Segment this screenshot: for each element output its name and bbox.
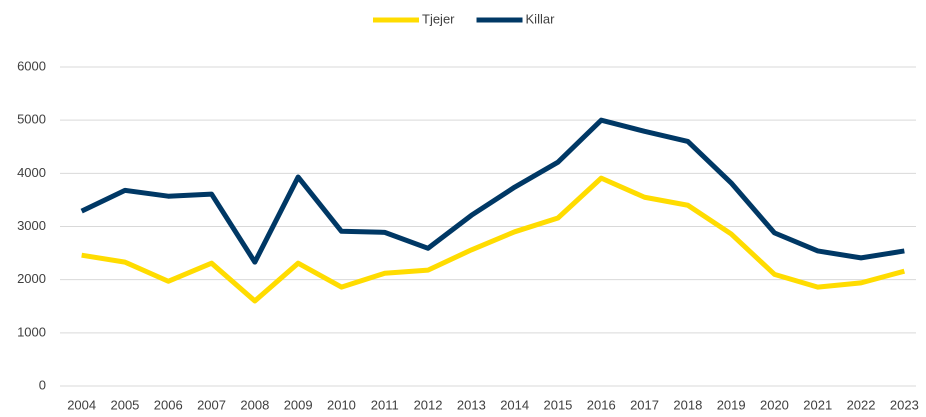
y-tick-label: 1000 (17, 324, 46, 339)
x-tick-label: 2010 (327, 397, 356, 412)
x-tick-label: 2016 (587, 397, 616, 412)
y-tick-label: 4000 (17, 165, 46, 180)
legend-label: Tjejer (422, 11, 455, 26)
x-tick-label: 2006 (154, 397, 183, 412)
series-line (80, 117, 905, 265)
x-tick-label: 2013 (457, 397, 486, 412)
x-tick-label: 2014 (500, 397, 529, 412)
y-tick-label: 6000 (17, 58, 46, 73)
y-tick-label: 3000 (17, 218, 46, 233)
y-tick-label: 5000 (17, 112, 46, 127)
x-tick-label: 2020 (760, 397, 789, 412)
x-tick-label: 2012 (414, 397, 443, 412)
x-tick-label: 2007 (197, 397, 226, 412)
x-tick-label: 2011 (371, 397, 399, 412)
x-tick-label: 2021 (803, 397, 832, 412)
x-tick-label: 2004 (67, 397, 96, 412)
x-tick-label: 2008 (240, 397, 269, 412)
x-tick-label: 2009 (284, 397, 313, 412)
x-tick-label: 2018 (673, 397, 702, 412)
x-tick-label: 2019 (717, 397, 746, 412)
series-line (81, 175, 906, 304)
x-tick-label: 2005 (110, 397, 139, 412)
x-tick-label: 2017 (630, 397, 659, 412)
y-tick-label: 0 (39, 377, 46, 392)
x-tick-label: 2015 (543, 397, 572, 412)
x-tick-label: 2022 (847, 397, 876, 412)
x-tick-label: 2023 (890, 397, 919, 412)
legend-label: Killar (526, 11, 556, 26)
y-tick-label: 2000 (17, 271, 46, 286)
